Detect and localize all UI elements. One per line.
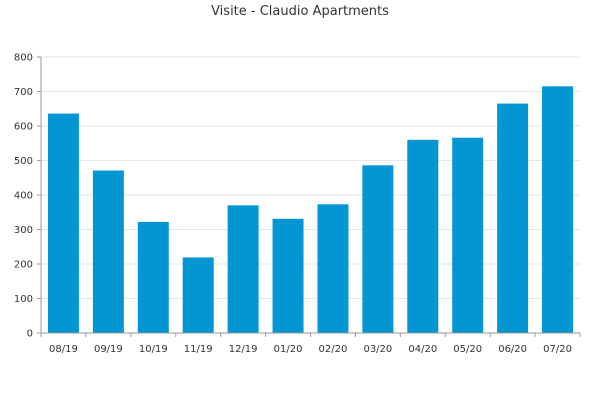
axes — [37, 56, 581, 337]
bar-09-19 — [92, 170, 124, 333]
x-tick-label: 08/19 — [49, 344, 78, 355]
bar-04-20 — [407, 139, 439, 333]
y-tick-label: 400 — [14, 191, 33, 202]
bars — [47, 86, 574, 333]
y-tick-label: 100 — [14, 294, 33, 305]
grid-lines — [41, 56, 580, 299]
y-tick-label: 500 — [14, 156, 33, 167]
y-tick-label: 600 — [14, 122, 33, 133]
bar-12-19 — [227, 205, 259, 333]
x-tick-label: 06/20 — [498, 344, 527, 355]
bar-07-20 — [542, 86, 574, 333]
tick-labels: 0 100 200 300 400 500 600 700 800 08/19 09/19 10/19… — [14, 53, 572, 356]
x-tick-label: 12/19 — [229, 344, 258, 355]
y-tick-label: 0 — [27, 329, 33, 340]
x-tick-label: 10/19 — [139, 344, 168, 355]
x-tick-label: 11/19 — [184, 344, 213, 355]
bar-10-19 — [137, 221, 169, 333]
x-tick-label: 09/19 — [94, 344, 123, 355]
x-tick-label: 04/20 — [408, 344, 437, 355]
bar-06-20 — [497, 103, 529, 333]
bar-05-20 — [452, 137, 484, 333]
x-tick-label: 02/20 — [319, 344, 348, 355]
bar-03-20 — [362, 165, 394, 333]
bar-11-19 — [182, 257, 214, 333]
y-tick-label: 200 — [14, 260, 33, 271]
y-tick-label: 700 — [14, 87, 33, 98]
x-tick-label: 07/20 — [543, 344, 572, 355]
bar-02-20 — [317, 204, 349, 333]
x-tick-label: 03/20 — [363, 344, 392, 355]
x-tick-label: 05/20 — [453, 344, 482, 355]
chart-title: Visite - Claudio Apartments — [211, 4, 389, 19]
y-tick-label: 800 — [14, 53, 33, 64]
y-tick-label: 300 — [14, 225, 33, 236]
bar-08-19 — [47, 113, 79, 333]
bar-01-20 — [272, 218, 304, 333]
x-tick-label: 01/20 — [274, 344, 303, 355]
